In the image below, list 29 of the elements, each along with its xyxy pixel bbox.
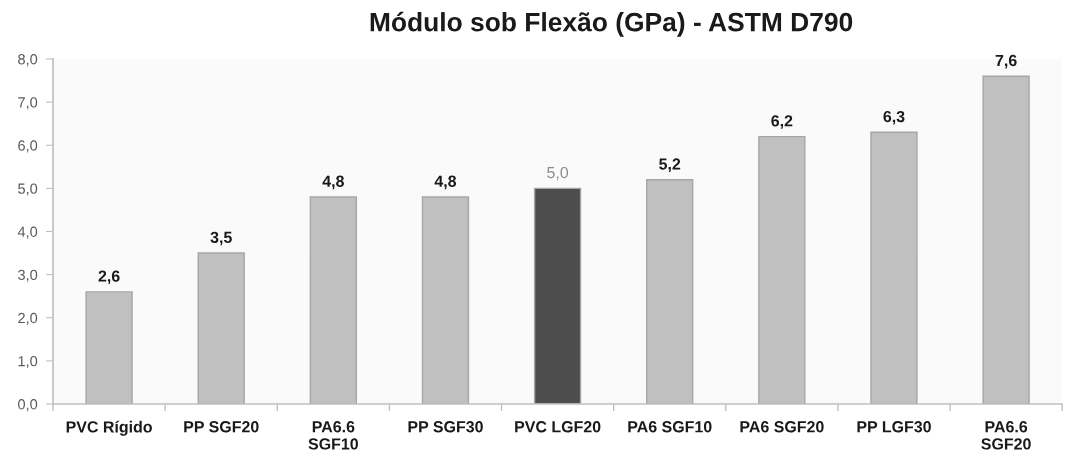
x-tick-label: PVC LGF20 <box>515 421 601 433</box>
x-tick-label: PA6 SGF10 <box>628 421 712 433</box>
data-label: 6,3 <box>883 110 905 125</box>
chart-title: Módulo sob Flexão (GPa) - ASTM D790 <box>370 11 853 37</box>
y-tick-label: 4,0 <box>17 226 38 239</box>
x-tick-label: PP SGF30 <box>408 421 483 433</box>
y-tick-label: 7,0 <box>18 97 38 110</box>
data-label: 5,2 <box>659 158 681 172</box>
y-tick-label: 6,0 <box>18 140 38 153</box>
y-tick-label: 3,0 <box>18 269 38 282</box>
y-tick-label: 0,0 <box>18 399 38 412</box>
y-tick-label: 5,0 <box>18 183 38 196</box>
data-label: 4,8 <box>322 175 344 190</box>
x-tick-label: PP SGF20 <box>184 421 259 433</box>
x-tick-label: PA6.6 SGF10 <box>308 421 358 450</box>
bar <box>533 187 582 405</box>
data-label: 2,6 <box>98 270 120 285</box>
data-label: 5,0 <box>547 166 569 181</box>
y-tick-label: 2,0 <box>18 312 38 325</box>
x-tick-label: PVC Rígido <box>66 420 152 436</box>
x-tick-label: PA6.6 SGF20 <box>981 421 1031 450</box>
x-tick-label: PP LGF30 <box>857 421 931 433</box>
x-tick-label: PA6 SGF20 <box>740 421 824 433</box>
data-label: 7,6 <box>995 54 1017 69</box>
data-label: 6,2 <box>771 115 793 129</box>
data-label: 3,5 <box>210 231 232 246</box>
y-tick-label: 1,0 <box>18 355 38 369</box>
y-tick-label: 8,0 <box>18 54 38 67</box>
data-label: 4,8 <box>434 175 457 190</box>
